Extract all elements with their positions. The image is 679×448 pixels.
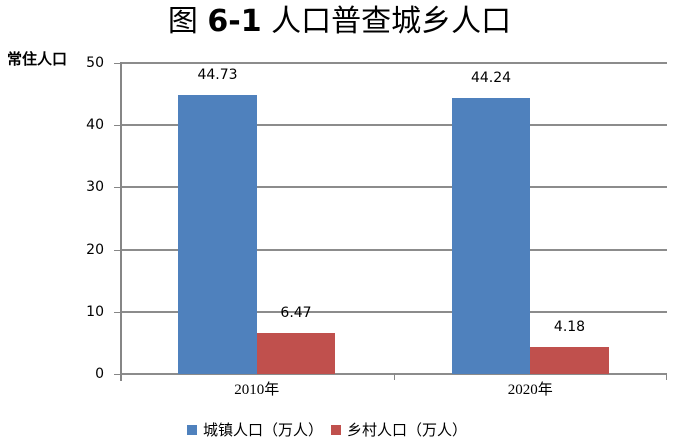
data-label: 4.18 (553, 319, 586, 335)
legend-label-urban: 城镇人口（万人） (203, 421, 324, 439)
chart-title: 图 6-1 人口普查城乡人口 (0, 2, 679, 42)
gridline (120, 311, 667, 313)
x-tick-mark (394, 373, 395, 380)
x-axis-line (120, 373, 667, 375)
legend-label-rural: 乡村人口（万人） (347, 421, 468, 439)
y-tick-label: 20 (86, 242, 104, 258)
y-tick-mark (114, 374, 120, 375)
y-tick-mark (114, 63, 120, 64)
bar-rural (256, 332, 336, 374)
y-tick-label: 10 (86, 304, 104, 320)
x-category-label: 2020年 (507, 382, 553, 398)
data-label: 44.73 (197, 66, 238, 83)
y-tick-label: 50 (86, 55, 104, 71)
y-tick-mark (114, 250, 120, 251)
bar-urban (178, 94, 257, 374)
y-tick-label: 40 (86, 117, 104, 133)
y-axis-label: 常住人口 (7, 50, 68, 68)
bar-rural (530, 347, 609, 374)
data-label: 44.24 (470, 69, 512, 86)
data-label: 6.47 (280, 304, 312, 321)
y-tick-mark (114, 187, 120, 188)
y-tick-label: 30 (86, 179, 104, 195)
y-tick-mark (114, 125, 120, 126)
gridline (120, 124, 667, 126)
y-tick-mark (114, 312, 120, 313)
legend-swatch-rural (331, 425, 342, 435)
y-axis-line (120, 62, 122, 381)
gridline (120, 62, 667, 64)
gridline (120, 186, 667, 188)
bar-urban (451, 97, 531, 374)
x-tick-mark (666, 373, 667, 380)
y-tick-label: 0 (95, 366, 104, 382)
legend-item-urban: 城镇人口（万人） (187, 420, 323, 440)
gridline (120, 249, 667, 251)
title-number: 6-1 (207, 4, 262, 39)
title-text: 人口普查城乡人口 (271, 4, 512, 39)
legend: 城镇人口（万人） 乡村人口（万人） (187, 420, 475, 440)
legend-swatch-urban (187, 425, 197, 435)
legend-item-rural: 乡村人口（万人） (331, 420, 467, 440)
x-category-label: 2010年 (234, 382, 280, 398)
title-prefix: 图 (167, 4, 198, 39)
